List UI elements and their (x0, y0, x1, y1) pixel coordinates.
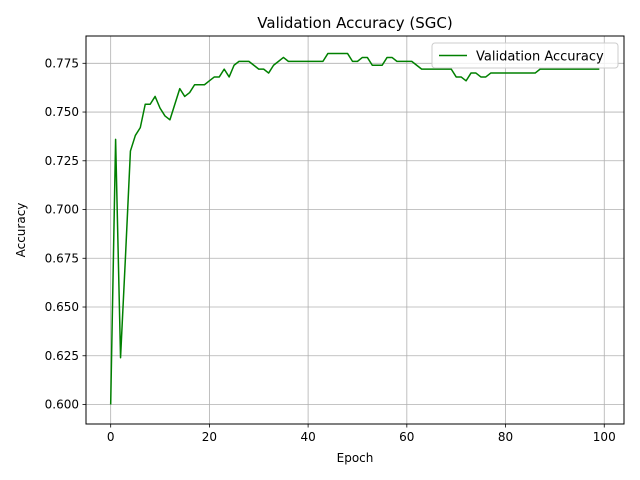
y-tick-label: 0.725 (45, 154, 79, 168)
y-tick-label: 0.600 (45, 398, 79, 412)
series-lines (109, 52, 600, 405)
x-tick-label: 80 (498, 430, 513, 444)
series-line-validation-accuracy (109, 52, 600, 405)
y-tick-label: 0.750 (45, 105, 79, 119)
x-tick-label: 60 (399, 430, 414, 444)
y-tick-label: 0.700 (45, 203, 79, 217)
y-tick-label: 0.625 (45, 349, 79, 363)
x-axis-label: Epoch (337, 451, 374, 465)
plot-frame (85, 35, 625, 425)
x-tick-label: 20 (202, 430, 217, 444)
legend-box (431, 42, 619, 69)
x-tick-label: 40 (300, 430, 315, 444)
chart-title: Validation Accuracy (SGC) (257, 14, 452, 32)
y-axis-label: Accuracy (14, 203, 28, 258)
y-tick-label: 0.775 (45, 56, 79, 70)
legend: Validation Accuracy (431, 42, 619, 69)
y-tick-label: 0.650 (45, 300, 79, 314)
y-tick-label: 0.675 (45, 251, 79, 265)
x-axis-ticks: 0 20 40 60 80 100 (107, 424, 616, 444)
x-tick-label: 0 (107, 430, 115, 444)
legend-label: Validation Accuracy (476, 50, 604, 65)
y-axis-ticks: 0.600 0.625 0.650 0.675 0.700 0.725 0.750 0.775 (45, 56, 86, 412)
x-tick-label: 100 (593, 430, 616, 444)
